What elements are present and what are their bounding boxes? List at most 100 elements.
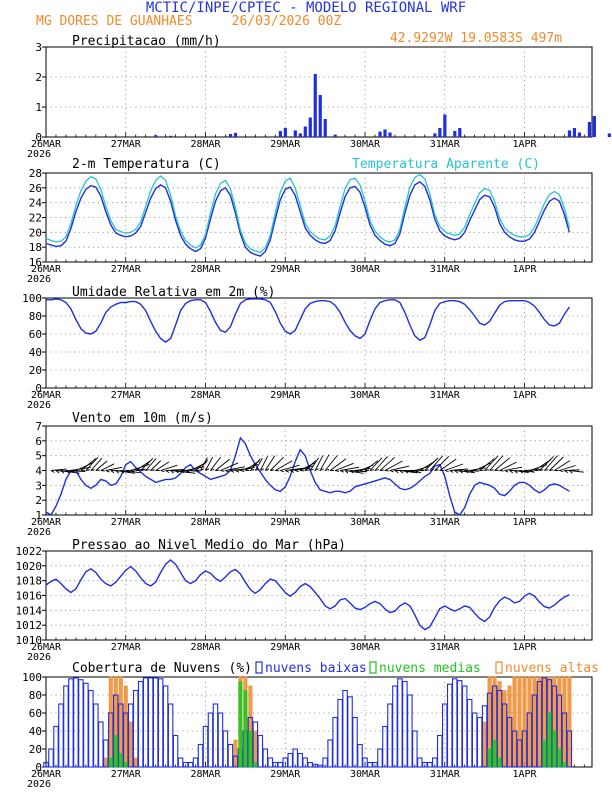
wind-arrow (175, 470, 196, 474)
cloud-legend-swatch (255, 661, 263, 674)
wind-arrow-head (404, 470, 409, 474)
cloud-bar-mid (562, 762, 567, 768)
cloud-bar-low (327, 739, 333, 768)
wind-arrow (539, 456, 554, 471)
cloud-bar-low (422, 761, 428, 768)
rh-xtick-label: 1APR (512, 390, 537, 401)
wind-arrow-head (334, 470, 340, 472)
wind-arrow (90, 457, 103, 471)
cloud-bar-low (312, 763, 318, 768)
precip-bar (453, 131, 457, 137)
wind-arrow-head (270, 469, 275, 471)
wind-arrow-head (140, 469, 145, 471)
cloud-bar-high (497, 681, 502, 768)
cloud-bar-low (262, 748, 269, 768)
cloud-bar-mid (542, 739, 547, 768)
press-ytick-label: 1014 (16, 604, 43, 617)
precip-bar (154, 135, 158, 137)
cloud-bar-low (282, 757, 288, 768)
wind-arrow (60, 470, 80, 474)
cloud-bar-low (63, 685, 69, 768)
wind-arrow-head (514, 470, 518, 474)
rh-series-line-0 (46, 298, 570, 343)
cloud-bar-low (202, 725, 209, 768)
wind-arrow (514, 470, 529, 474)
temp-ytick-label: 28 (29, 167, 42, 180)
temp-legend-apparent: Temperatura Aparente (C) (352, 157, 540, 172)
wind-arrow-head (529, 470, 534, 473)
rh-frame (45, 297, 593, 389)
wind-arrow-head (260, 468, 265, 471)
cloud-bar-low (53, 725, 59, 768)
wind-arrow-head (474, 470, 479, 472)
precip-title: Precipitacao (mm/h) (72, 34, 221, 49)
wind-arrow-head (459, 470, 463, 474)
precip-bar (228, 134, 233, 137)
clouds-xtick-label: 28MAR (190, 769, 221, 780)
precip-ytick-label: 3 (35, 41, 42, 54)
rh-xtick-label: 31MAR (430, 390, 461, 401)
wind-arrow (275, 460, 293, 471)
temp-xtick-label: 28MAR (190, 264, 221, 275)
wind-arrow-head (290, 470, 294, 473)
precip-bar (378, 131, 382, 137)
cloud-bar-high (108, 676, 113, 768)
clouds-ytick-label: 40 (29, 725, 42, 738)
wind-xtick-label: 26MAR (31, 517, 62, 528)
wind-arrow (220, 462, 239, 471)
wind-arrow (384, 460, 403, 471)
cloud-bar-low (222, 730, 229, 768)
cloud-bar-low (427, 761, 433, 768)
cloud-bar-low (437, 734, 443, 768)
wind-arrow-head (65, 470, 70, 474)
cloud-bar-low (501, 703, 508, 768)
temp-ytick-label: 24 (29, 197, 43, 210)
cloud-bar-low (332, 716, 338, 768)
wind-arrow (95, 460, 108, 471)
wind-arrow (250, 458, 261, 471)
rh-xtick-label: 26MAR (31, 390, 62, 401)
temp-xtick-label: 31MAR (430, 264, 461, 275)
precip-xtick-label: 26MAR (31, 139, 62, 150)
cloud-legend-swatch (495, 661, 503, 674)
cloud-bar-low (43, 761, 49, 768)
wind-ytick-label: 3 (35, 479, 42, 492)
precip-ytick-label: 1 (35, 101, 42, 114)
cloud-bar-low (531, 694, 538, 768)
temp-title: 2-m Temperatura (C) (72, 157, 221, 172)
wind-arrow (264, 455, 276, 471)
wind-arrow-head (160, 470, 165, 473)
cloud-bar-low (392, 685, 398, 768)
press-title: Pressao ao Nivel Medio do Mar (hPa) (72, 538, 346, 553)
wind-arrow-head (424, 469, 429, 471)
cloud-bar-low (68, 678, 74, 768)
precip-bar (567, 130, 572, 137)
wind-arrow-head (285, 470, 290, 473)
cloud-bar-low (48, 748, 54, 768)
wind-arrow-head (50, 470, 55, 473)
temp-ytick-label: 18 (29, 241, 42, 254)
cloud-bar-high (532, 676, 537, 768)
wind-arrow (225, 466, 246, 471)
cloud-bar-low (526, 712, 533, 768)
wind-xtick-label: 28MAR (190, 517, 221, 528)
wind-arrow (80, 458, 97, 471)
wind-arrow-head (240, 470, 245, 472)
wind-arrow-head (369, 469, 374, 471)
wind-ytick-label: 4 (35, 465, 42, 478)
temp-ytick-label: 16 (29, 256, 42, 269)
cloud-bar-mid (118, 753, 123, 768)
header-title: MCTIC/INPE/CPTEC - MODELO REGIONAL WRF (146, 0, 466, 16)
wind-arrow-head (549, 469, 554, 471)
temp-ytick-label: 26 (29, 182, 42, 195)
cloud-legend-label: nuvens baixas (265, 661, 367, 676)
wind-arrow-head (359, 470, 365, 472)
wind-arrow-head (524, 470, 529, 473)
cloud-bar-high (567, 676, 572, 768)
wind-ytick-label: 2 (35, 494, 42, 507)
cloud-bar-low (412, 730, 418, 768)
wind-arrow (364, 460, 379, 471)
precip-bar (233, 132, 238, 137)
